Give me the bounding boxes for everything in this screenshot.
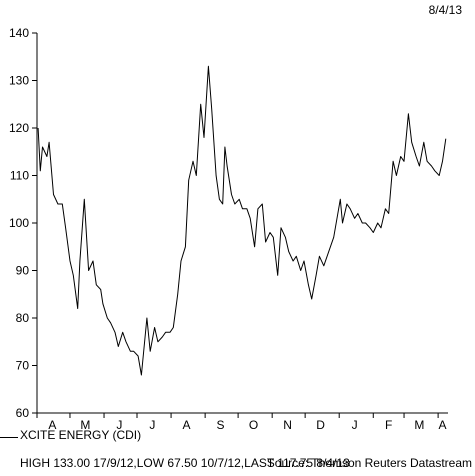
date-stamp: 8/4/13 [428,3,462,17]
x-tick-label: M [414,418,424,432]
x-tick-label: S [217,418,225,432]
y-tick-label: 130 [9,74,29,88]
x-tick-label: A [48,418,56,432]
footer-stats: HIGH 133.00 17/9/12,LOW 67.50 10/7/12,LA… [20,456,350,470]
x-tick-label: F [385,418,392,432]
x-tick-label: D [316,418,325,432]
x-tick-label: M [80,418,90,432]
x-tick-label: J [149,418,155,432]
series-layer [37,65,447,376]
x-tick-label: N [283,418,292,432]
footer-source: Source: Thomson Reuters Datastream [266,456,472,470]
y-tick-label: 110 [10,169,29,183]
y-tick-label: 140 [9,26,29,40]
chart-title: XCITE ENERGY (CDI) [20,428,142,442]
y-tick-label: 80 [16,311,30,325]
y-tick-label: 90 [16,264,30,278]
x-tick-label: A [182,418,190,432]
x-tick-label: O [249,418,258,432]
y-tick-label: 120 [9,121,29,135]
x-tick-label: J [352,418,358,432]
title-rule [0,437,18,438]
x-tick-label: A [438,418,446,432]
y-tick-label: 70 [16,359,30,373]
y-tick-label: 60 [16,406,30,420]
series-line [37,65,447,376]
y-axis: 60 70 80 90 100 110 120 130 140 [9,26,38,420]
x-tick-label: J [116,418,122,432]
y-tick-label: 100 [9,216,29,230]
